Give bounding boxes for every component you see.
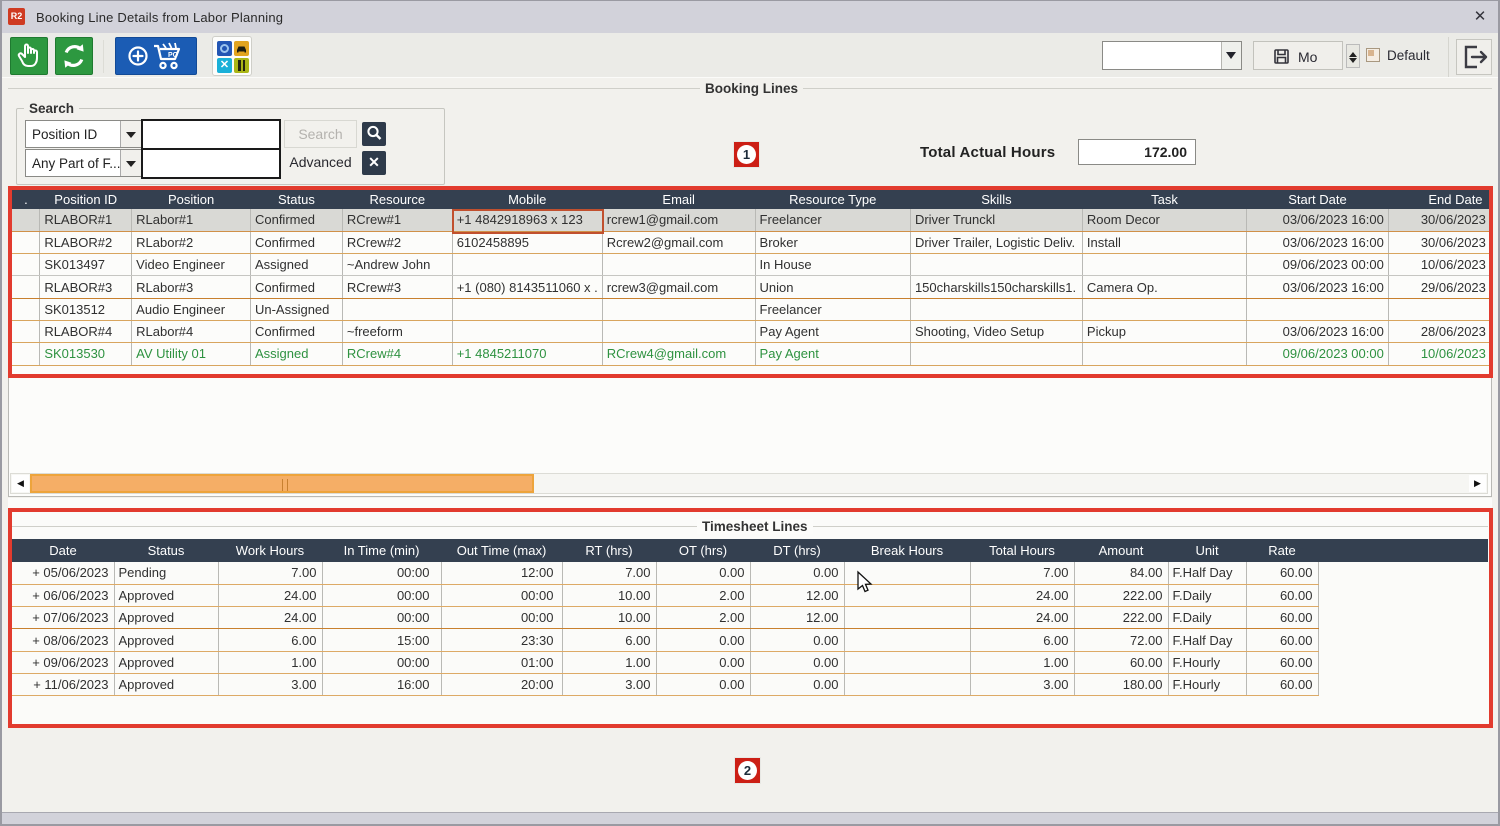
svg-text:PO: PO — [168, 52, 179, 59]
